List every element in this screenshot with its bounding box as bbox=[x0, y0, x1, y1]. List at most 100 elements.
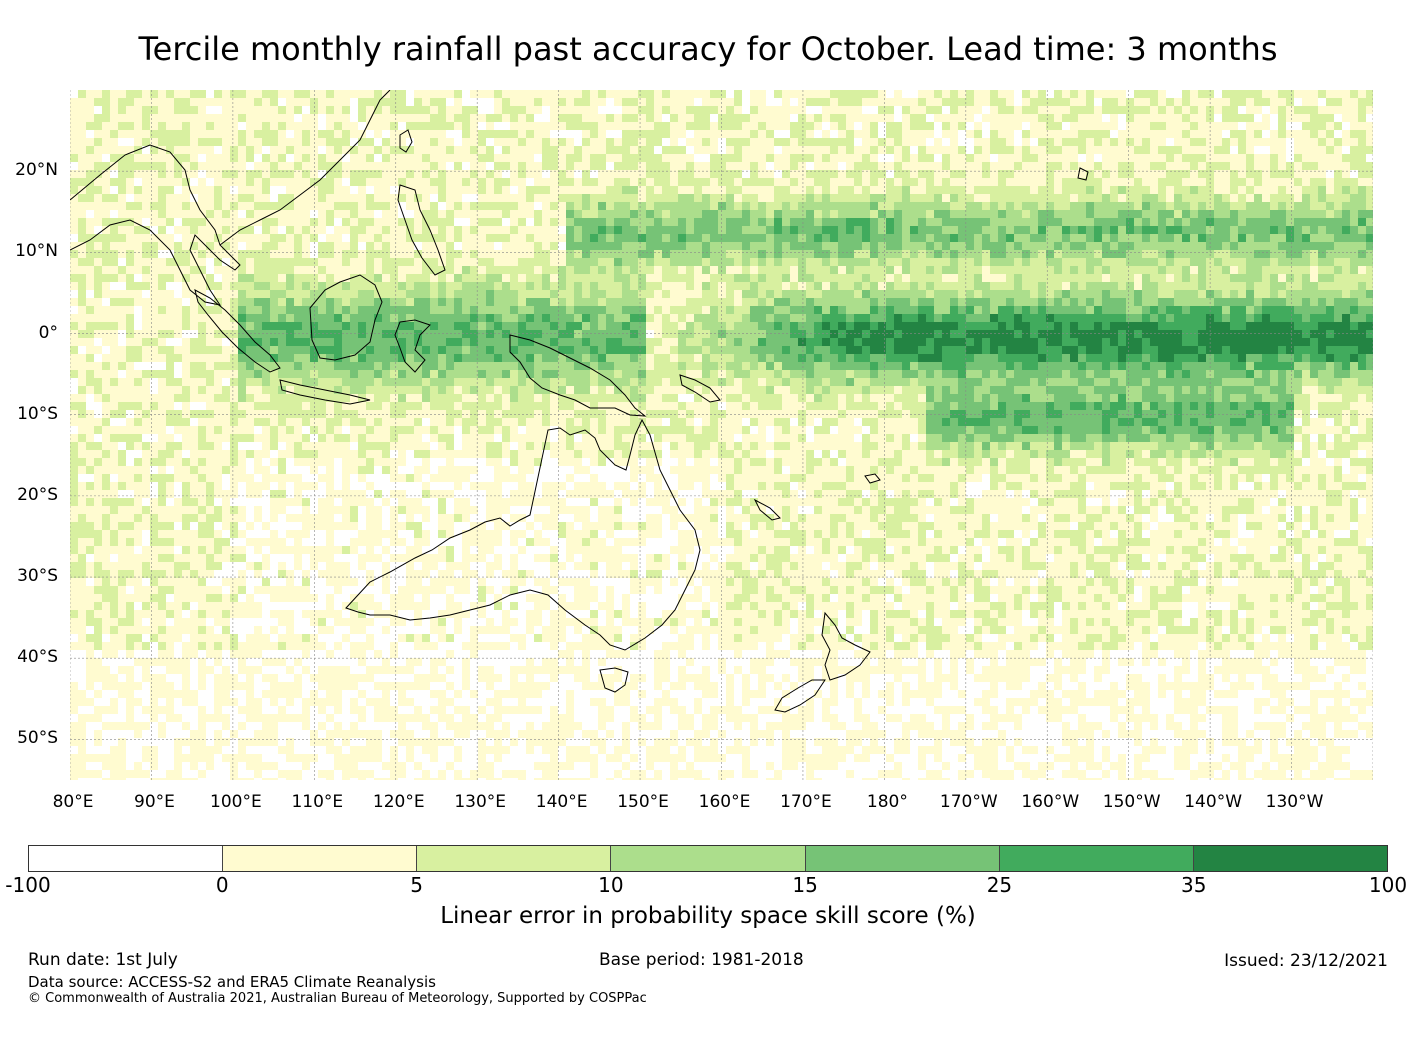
skill-cell bbox=[686, 282, 694, 290]
skill-cell bbox=[958, 354, 966, 362]
skill-cell bbox=[398, 394, 406, 402]
skill-cell bbox=[1222, 274, 1230, 282]
skill-cell bbox=[638, 378, 646, 386]
skill-cell bbox=[1222, 290, 1230, 298]
skill-cell bbox=[862, 290, 870, 298]
skill-cell bbox=[710, 282, 718, 290]
skill-cell bbox=[854, 170, 862, 178]
skill-cell bbox=[614, 162, 622, 170]
skill-cell bbox=[1126, 226, 1134, 234]
skill-cell bbox=[934, 394, 942, 402]
skill-cell bbox=[726, 394, 734, 402]
skill-cell bbox=[1038, 290, 1046, 298]
skill-cell bbox=[478, 298, 486, 306]
skill-cell bbox=[1286, 154, 1294, 162]
skill-cell bbox=[798, 306, 806, 314]
skill-cell bbox=[166, 226, 174, 234]
skill-cell bbox=[1286, 322, 1294, 330]
skill-cell bbox=[446, 330, 454, 338]
skill-cell bbox=[198, 338, 206, 346]
skill-cell bbox=[1038, 114, 1046, 122]
skill-cell bbox=[574, 210, 582, 218]
skill-cell bbox=[486, 258, 494, 266]
skill-cell bbox=[790, 98, 798, 106]
skill-cell bbox=[902, 370, 910, 378]
skill-cell bbox=[934, 90, 942, 98]
skill-cell bbox=[238, 394, 246, 402]
skill-cell bbox=[1246, 354, 1254, 362]
skill-cell bbox=[542, 330, 550, 338]
skill-cell bbox=[470, 250, 478, 258]
skill-cell bbox=[1358, 306, 1366, 314]
skill-cell bbox=[558, 346, 566, 354]
skill-cell bbox=[782, 354, 790, 362]
skill-cell bbox=[454, 226, 462, 234]
skill-cell bbox=[174, 290, 182, 298]
skill-cell bbox=[438, 290, 446, 298]
skill-cell bbox=[1366, 274, 1373, 282]
skill-cell bbox=[686, 362, 694, 370]
skill-cell bbox=[254, 370, 262, 378]
skill-cell bbox=[502, 98, 510, 106]
skill-cell bbox=[830, 306, 838, 314]
skill-cell bbox=[694, 258, 702, 266]
skill-cell bbox=[1038, 226, 1046, 234]
skill-cell bbox=[998, 234, 1006, 242]
skill-cell bbox=[1214, 338, 1222, 346]
skill-cell bbox=[1342, 178, 1350, 186]
skill-cell bbox=[142, 410, 150, 418]
skill-cell bbox=[582, 122, 590, 130]
skill-cell bbox=[630, 362, 638, 370]
skill-cell bbox=[1062, 114, 1070, 122]
skill-cell bbox=[1094, 98, 1102, 106]
skill-cell bbox=[1286, 314, 1294, 322]
skill-cell bbox=[630, 242, 638, 250]
skill-cell bbox=[526, 394, 534, 402]
skill-cell bbox=[1174, 210, 1182, 218]
skill-cell bbox=[958, 290, 966, 298]
skill-cell bbox=[398, 338, 406, 346]
skill-cell bbox=[1014, 226, 1022, 234]
skill-cell bbox=[566, 218, 574, 226]
skill-cell bbox=[438, 338, 446, 346]
skill-cell bbox=[918, 202, 926, 210]
skill-cell bbox=[318, 314, 326, 322]
skill-cell bbox=[462, 418, 470, 426]
skill-cell bbox=[1142, 242, 1150, 250]
skill-cell bbox=[830, 354, 838, 362]
skill-cell bbox=[694, 122, 702, 130]
skill-cell bbox=[686, 274, 694, 282]
skill-cell bbox=[1358, 162, 1366, 170]
skill-cell bbox=[838, 114, 846, 122]
skill-cell bbox=[942, 418, 950, 426]
skill-cell bbox=[1326, 274, 1334, 282]
skill-cell bbox=[1094, 194, 1102, 202]
skill-cell bbox=[1038, 258, 1046, 266]
skill-cell bbox=[350, 330, 358, 338]
skill-cell bbox=[598, 346, 606, 354]
skill-cell bbox=[1142, 90, 1150, 98]
skill-cell bbox=[462, 426, 470, 434]
skill-cell bbox=[1094, 162, 1102, 170]
skill-cell bbox=[1110, 98, 1118, 106]
skill-cell bbox=[110, 210, 118, 218]
skill-cell bbox=[1278, 394, 1286, 402]
skill-cell bbox=[910, 306, 918, 314]
skill-cell bbox=[1062, 202, 1070, 210]
skill-cell bbox=[1102, 410, 1110, 418]
skill-cell bbox=[670, 306, 678, 314]
skill-cell bbox=[1366, 370, 1373, 378]
skill-cell bbox=[1006, 202, 1014, 210]
skill-cell bbox=[782, 258, 790, 266]
skill-cell bbox=[702, 362, 710, 370]
skill-cell bbox=[982, 258, 990, 266]
skill-cell bbox=[238, 322, 246, 330]
skill-cell bbox=[910, 290, 918, 298]
skill-cell bbox=[958, 138, 966, 146]
skill-cell bbox=[430, 162, 438, 170]
skill-cell bbox=[366, 258, 374, 266]
skill-cell bbox=[758, 122, 766, 130]
skill-cell bbox=[1022, 210, 1030, 218]
skill-cell bbox=[758, 178, 766, 186]
skill-cell bbox=[846, 130, 854, 138]
